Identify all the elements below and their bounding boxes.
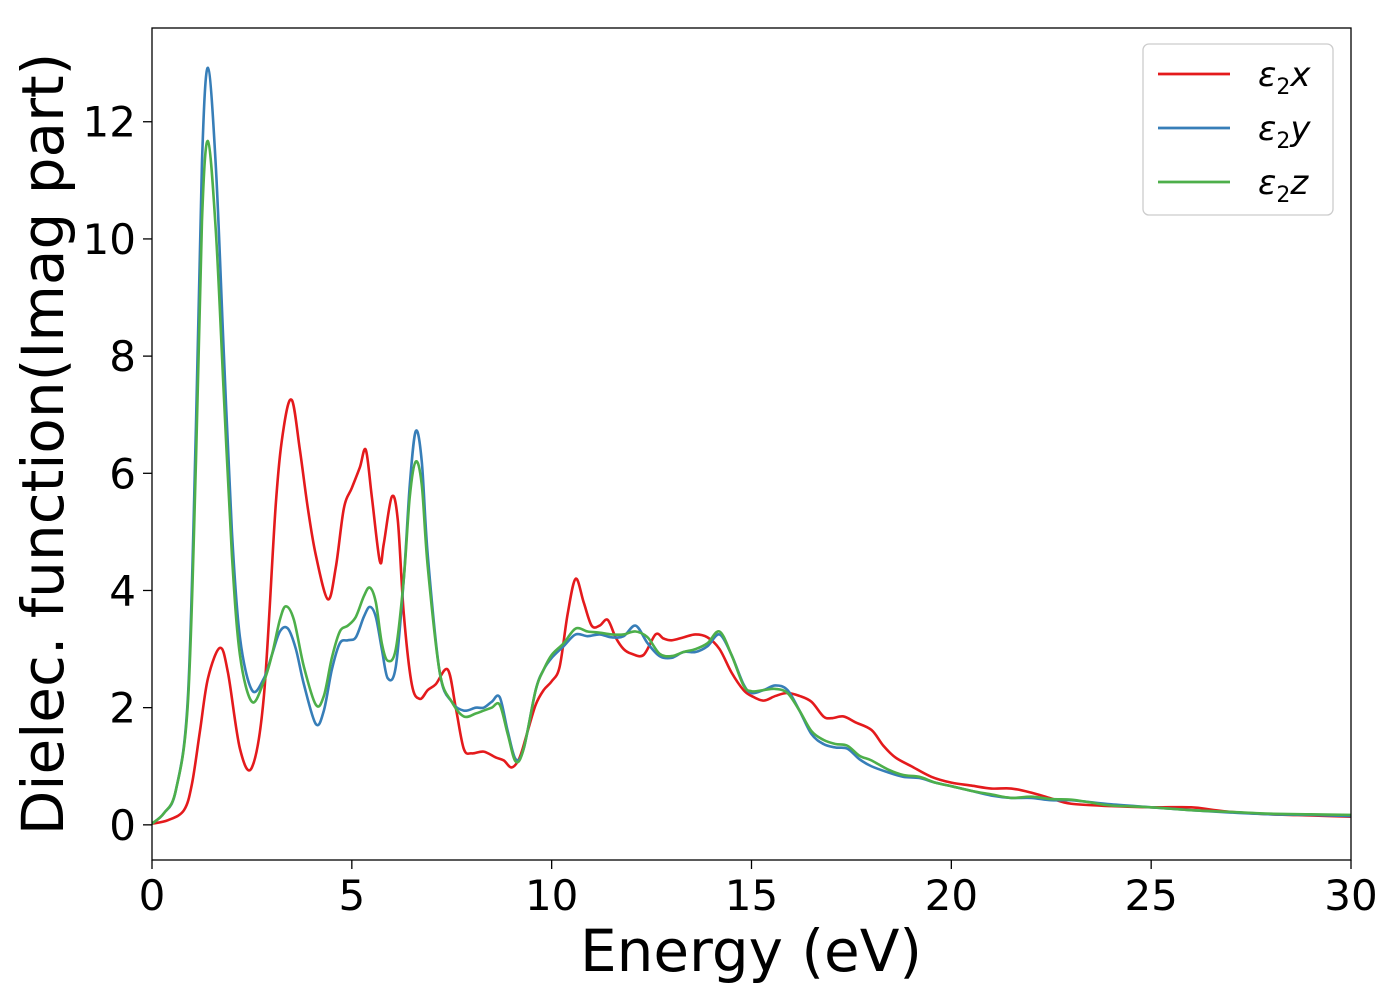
y-tick-label: 12 <box>83 98 136 147</box>
y-tick-label: 8 <box>109 332 136 381</box>
y-tick-label: 4 <box>109 566 136 615</box>
x-tick-label: 25 <box>1124 871 1177 920</box>
legend-box <box>1142 43 1334 216</box>
x-axis-title: Energy (eV) <box>580 917 922 985</box>
x-tick-label: 20 <box>925 871 978 920</box>
x-tick-label: 5 <box>338 871 365 920</box>
y-tick-label: 2 <box>109 684 136 733</box>
y-axis-title: Dielec. function(Imag part) <box>9 53 77 836</box>
x-tick-label: 30 <box>1324 871 1377 920</box>
legend-label-y: ε2y <box>1258 109 1311 154</box>
y-tick-label: 6 <box>109 449 136 498</box>
legend-label-z: ε2z <box>1258 163 1309 208</box>
y-tick-label: 10 <box>83 215 136 264</box>
x-tick-label: 10 <box>525 871 578 920</box>
legend-label-x: ε2x <box>1258 55 1311 100</box>
series-layer <box>152 66 1351 825</box>
y-tick-label: 0 <box>109 801 136 850</box>
series-line-x <box>152 398 1351 825</box>
y-axis-ticks: 0 2 4 6 8 10 12 <box>83 98 152 850</box>
x-tick-label: 0 <box>139 871 166 920</box>
legend: ε2x ε2y ε2z <box>1142 43 1334 216</box>
x-axis-ticks: 0 5 10 15 20 25 30 <box>139 860 1378 920</box>
series-line-z <box>152 139 1351 825</box>
x-tick-label: 15 <box>725 871 778 920</box>
